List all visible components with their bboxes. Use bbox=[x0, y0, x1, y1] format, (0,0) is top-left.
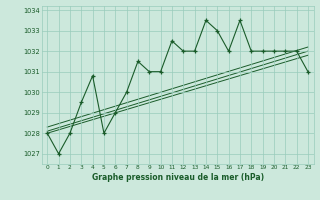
X-axis label: Graphe pression niveau de la mer (hPa): Graphe pression niveau de la mer (hPa) bbox=[92, 173, 264, 182]
